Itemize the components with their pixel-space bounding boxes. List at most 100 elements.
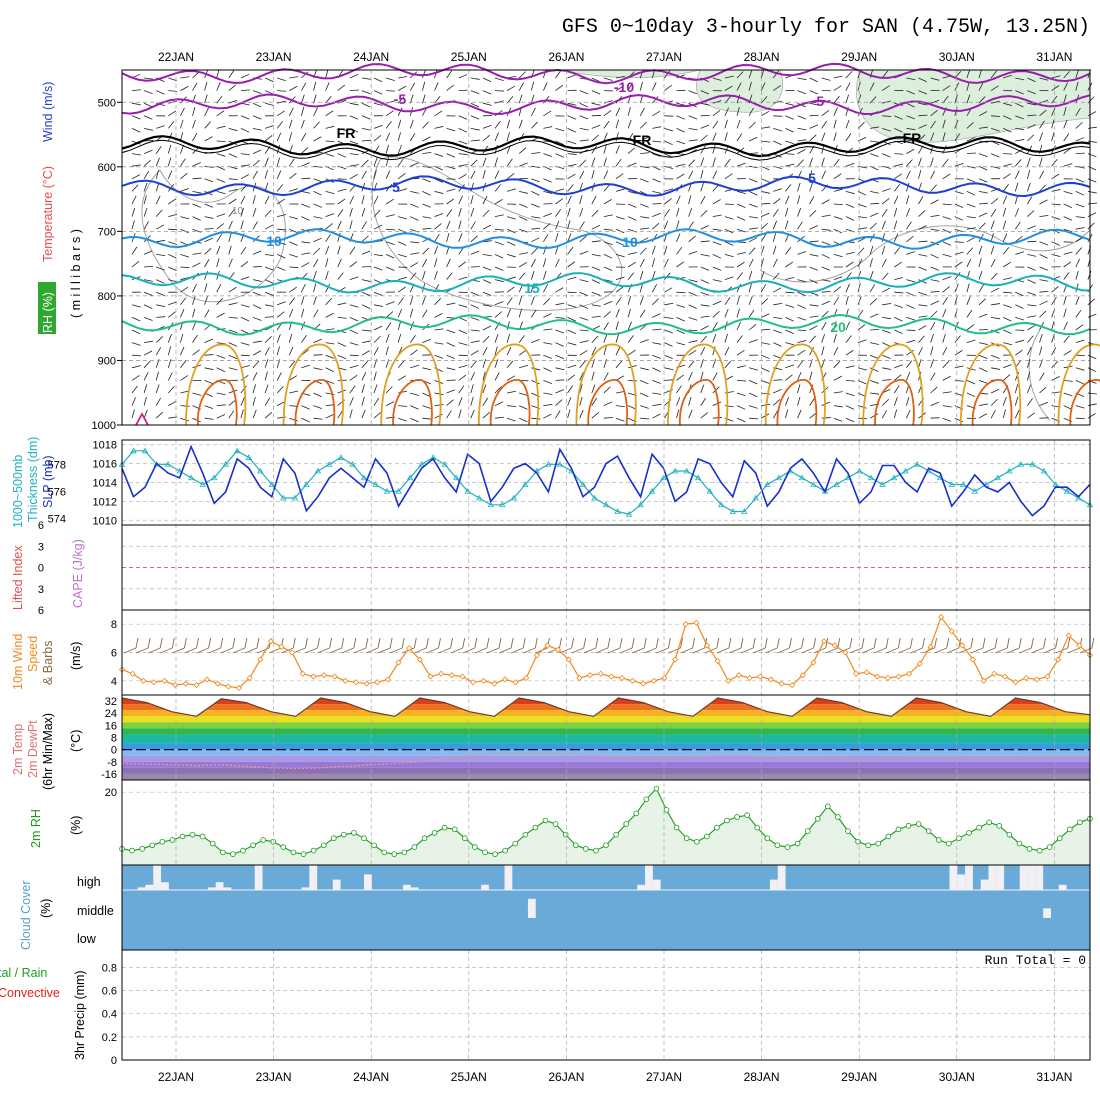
wind-barb [1014,170,1020,179]
w10-barb-flag [970,637,974,649]
w10-barb [716,647,730,654]
w10-barb-flag [377,637,381,649]
wind-barb [882,303,892,306]
wind-barb [736,119,741,129]
wind-barb [1087,111,1097,117]
wind-barb [192,216,201,221]
wind-barb [918,170,922,179]
wind-barb [301,296,305,305]
rh-point [653,785,660,792]
cloud-high-bar [645,864,653,890]
wind-barb [603,199,612,205]
wind-barb [736,107,740,116]
thickness-point [199,481,206,487]
wind-barb [470,250,480,255]
wind-barb [724,132,728,142]
wind-barb [676,317,685,322]
wind-barb [567,220,571,230]
wind-barb [216,392,226,396]
wind-barb [567,207,571,217]
wind-barb [845,392,855,397]
wind-barb [1075,203,1085,208]
wind-barb [893,184,901,192]
wind-barb [361,350,370,356]
wind-barb [131,207,136,217]
wind-barb [313,178,323,183]
wind-barb [1003,342,1013,346]
wind-barb [386,214,395,217]
wind-barb [773,128,783,132]
wind-barb [398,276,407,280]
wind-barb [1087,140,1097,143]
wind-barb [591,170,595,179]
wind-barb [228,410,235,419]
wind-barb [204,178,214,183]
wind-barb [325,270,329,280]
wind-barb [277,214,287,217]
wind-barb [918,335,925,343]
cloud-high-bar [769,879,778,890]
upper-tick-label: 1000 [92,420,116,432]
wind-barb [337,188,347,192]
wind-barb [821,241,831,246]
wind-barb [591,195,597,205]
wind-barb [216,234,223,243]
wind-barb [736,216,746,221]
wind-barb [579,279,589,283]
w10-barb-flag [861,637,865,649]
wind-barb [168,241,178,245]
wind-barb [966,237,975,243]
wind-barb [894,374,902,381]
wind-barb [543,153,553,157]
wind-barb [664,140,673,146]
wind-barb [627,216,637,221]
wind-barb [337,258,342,268]
wind-barb [361,291,371,297]
wind-barb [531,121,538,129]
warm-contour-30 [489,379,531,426]
wind-barb [627,296,632,305]
wind-barb [385,110,394,117]
w10-barb-flag [522,637,526,649]
wind-barb [700,90,710,95]
wind-barb [1087,212,1097,217]
wind-barb [131,164,141,167]
wind-barb [870,328,880,331]
wind-barb [458,220,462,230]
wind-barb [676,397,681,406]
wind-barb [906,360,913,369]
wind-barb [1002,233,1008,242]
wind-barb [180,297,187,306]
wind-barb [881,245,886,255]
thickness-tick-label: 578 [48,459,66,471]
wind-barb [772,208,779,217]
wind-barb [918,145,924,154]
wind-barb [664,354,673,359]
date-label-bottom: 28JAN [744,1070,780,1084]
slp-tick-label: 1010 [93,515,117,527]
w10-barb [595,647,609,654]
wind-barb [313,283,317,293]
wind-barb [289,216,299,220]
wind-barb [991,367,1001,370]
w10-barb-flag [450,637,454,649]
wind-barb [180,417,190,422]
wind-barb [349,261,358,268]
wind-barb [990,128,1000,132]
w10-barb [160,647,173,654]
wind-barb [869,69,874,79]
wind-barb [712,266,722,271]
wind-barb [748,296,753,305]
wind-barb [543,313,552,318]
slp-tick-label: 1012 [93,496,117,508]
wind-barb [131,365,141,369]
w10-point [608,673,615,680]
wind-barb [712,199,721,205]
wind-barb [264,371,268,381]
w10-barb-flag [776,637,780,649]
wind-barb [156,239,166,243]
wind-barb [1003,163,1013,167]
wind-barb [1015,115,1024,120]
wind-barb [373,371,377,381]
cloud-high-bar [980,879,989,890]
